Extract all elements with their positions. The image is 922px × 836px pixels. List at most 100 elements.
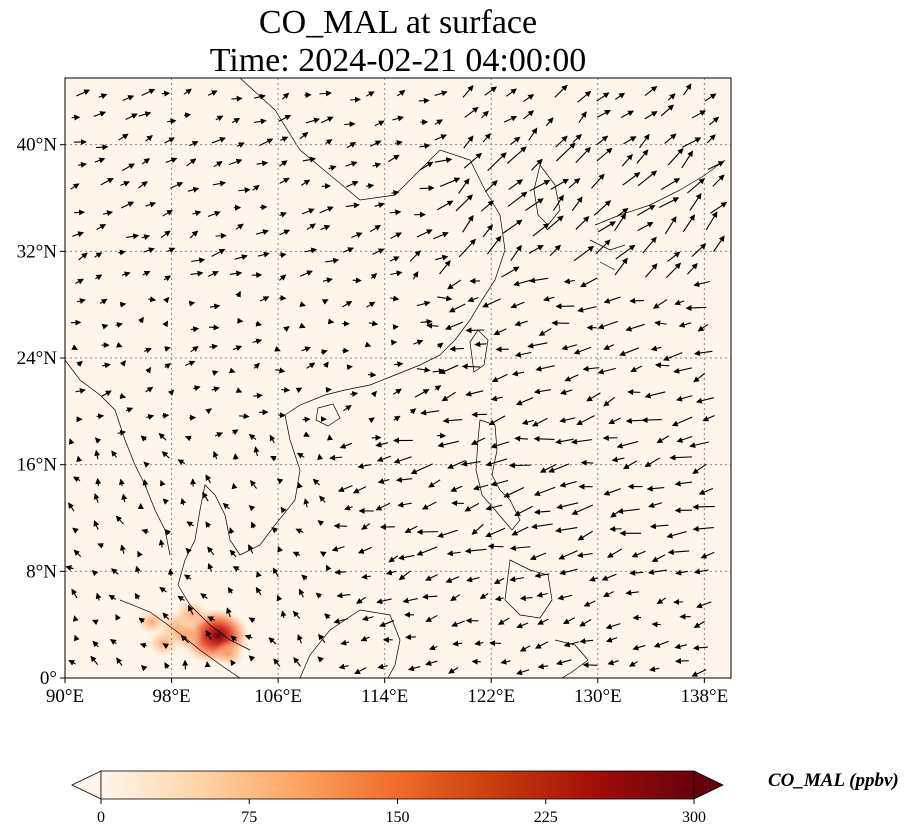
wind-arrow [559, 481, 577, 488]
wind-arrow [665, 262, 682, 279]
wind-arrow [271, 527, 278, 534]
wind-arrow [75, 388, 86, 394]
wind-arrow [315, 592, 323, 599]
wind-arrow [689, 192, 702, 211]
wind-arrow [409, 250, 421, 262]
wind-arrow [230, 659, 237, 667]
wind-arrow [205, 474, 212, 484]
wind-arrow [490, 441, 510, 449]
wind-arrow [299, 270, 313, 277]
wind-arrow [416, 229, 433, 238]
wind-arrow [137, 550, 143, 558]
wind-arrow [434, 90, 448, 97]
wind-arrow [398, 554, 415, 561]
wind-arrow [138, 316, 144, 324]
wind-arrow [301, 346, 312, 353]
wind-arrow [514, 435, 529, 442]
wind-arrow [200, 593, 208, 600]
wind-arrow [523, 110, 535, 120]
wind-arrow [298, 588, 305, 598]
wind-arrow [238, 187, 251, 194]
co-hotspot [213, 641, 245, 667]
wind-arrow [514, 505, 533, 516]
wind-arrow [145, 386, 154, 393]
wind-arrow [351, 232, 363, 238]
wind-arrow [706, 134, 716, 144]
wind-arrow [413, 339, 424, 346]
wind-arrow [205, 630, 212, 640]
wind-arrow [120, 201, 135, 209]
wind-arrow [231, 95, 243, 102]
wind-arrow [162, 643, 170, 649]
wind-arrow [163, 275, 172, 282]
wind-arrow [320, 116, 334, 124]
wind-arrow [65, 565, 74, 571]
wind-arrow [343, 404, 352, 412]
wind-arrow [490, 395, 503, 402]
wind-arrow [546, 215, 564, 231]
gridlines [65, 78, 731, 678]
wind-arrow [650, 345, 662, 352]
colorbar-tick-label: 150 [386, 809, 410, 826]
wind-arrow [448, 303, 466, 313]
wind-arrow [101, 390, 112, 397]
wind-arrow [230, 635, 237, 642]
lon-tick-label: 130°E [574, 686, 622, 707]
wind-arrow [447, 279, 462, 290]
wind-arrow [338, 663, 349, 670]
wind-arrow [162, 209, 173, 217]
wind-arrow [111, 450, 118, 458]
wind-arrow [145, 366, 152, 374]
wind-arrow [248, 434, 257, 441]
wind-arrow [165, 157, 178, 164]
wind-arrow [532, 223, 550, 237]
wind-arrow [455, 194, 474, 212]
wind-arrow [437, 200, 454, 211]
wind-arrow [571, 504, 594, 515]
wind-arrow [232, 453, 239, 460]
wind-arrow [190, 326, 200, 333]
wind-arrow [78, 252, 88, 261]
wind-arrow [651, 554, 666, 562]
wind-arrow [596, 110, 611, 118]
wind-arrow [115, 614, 121, 621]
lat-tick-label: 40°N [17, 135, 58, 156]
wind-arrow [177, 595, 185, 602]
wind-arrow [279, 212, 287, 218]
wind-arrow [632, 644, 646, 651]
wind-arrow [72, 231, 84, 238]
wind-arrow [379, 620, 395, 628]
wind-arrow [121, 271, 131, 278]
wind-arrow [366, 301, 376, 308]
wind-arrow [433, 231, 449, 240]
wind-arrow [297, 481, 303, 489]
wind-arrow [674, 643, 688, 650]
wind-arrow [667, 93, 676, 101]
wind-arrow [344, 121, 356, 128]
wind-arrow [161, 451, 170, 459]
wind-arrow [416, 366, 431, 373]
wind-arrow [72, 527, 79, 534]
wind-arrow [578, 111, 587, 123]
wind-arrow [533, 388, 552, 395]
wind-arrow [676, 435, 693, 443]
wind-arrow [449, 345, 465, 352]
wind-arrow [329, 454, 343, 461]
wind-arrow [390, 232, 402, 239]
wind-arrow [91, 619, 99, 626]
wind-arrow [419, 185, 435, 192]
wind-arrow [76, 89, 91, 97]
wind-arrow [461, 363, 481, 370]
wind-arrow [234, 254, 248, 261]
wind-arrow [142, 270, 151, 277]
wind-arrow [277, 545, 283, 553]
coastline-burma [65, 359, 171, 556]
wind-arrow [207, 546, 215, 556]
wind-arrow [209, 303, 221, 310]
wind-arrow [158, 432, 167, 441]
wind-arrow [183, 112, 192, 119]
wind-arrow [119, 360, 126, 367]
wind-arrow [183, 88, 192, 95]
wind-arrow [369, 224, 381, 233]
wind-arrow [691, 110, 707, 119]
